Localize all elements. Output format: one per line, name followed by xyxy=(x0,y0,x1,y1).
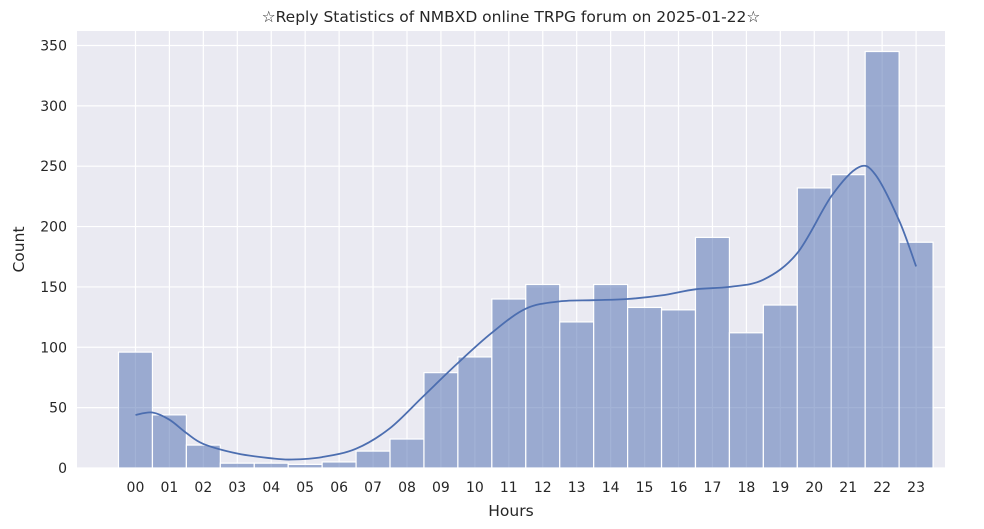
bar-04 xyxy=(253,462,289,469)
x-tick-label: 20 xyxy=(805,480,823,496)
y-tick-label: 50 xyxy=(49,401,67,417)
y-tick-labels: 0 50 100 150 200 250 300 350 xyxy=(40,38,67,477)
bar-01 xyxy=(151,414,187,469)
y-tick-label: 250 xyxy=(40,159,67,175)
x-tick-label: 04 xyxy=(262,480,280,496)
x-tick-label: 08 xyxy=(398,480,416,496)
bar-19 xyxy=(762,304,798,469)
x-tick-label: 17 xyxy=(704,480,722,496)
x-tick-label: 23 xyxy=(907,480,925,496)
kde-line xyxy=(135,164,917,461)
x-tick-label: 03 xyxy=(228,480,246,496)
bar-22 xyxy=(864,50,900,469)
bar-18 xyxy=(728,332,764,469)
bar-16 xyxy=(660,309,697,469)
x-tick-label: 00 xyxy=(127,480,145,496)
x-tick-label: 05 xyxy=(296,480,314,496)
bar-07 xyxy=(355,450,391,469)
y-tick-label: 200 xyxy=(40,220,67,236)
chart-title: ☆Reply Statistics of NMBXD online TRPG f… xyxy=(262,8,761,26)
x-tick-label: 12 xyxy=(534,480,552,496)
x-tick-label: 07 xyxy=(364,480,382,496)
x-tick-label: 13 xyxy=(568,480,586,496)
bar-02 xyxy=(185,444,221,469)
x-tick-label: 02 xyxy=(194,480,212,496)
x-tick-label: 01 xyxy=(160,480,178,496)
x-tick-label: 09 xyxy=(432,480,450,496)
bars xyxy=(117,50,934,469)
bar-03 xyxy=(219,462,255,469)
x-tick-label: 19 xyxy=(771,480,789,496)
bar-21 xyxy=(830,174,866,469)
x-tick-labels: 00 01 02 03 04 05 06 07 08 09 10 11 12 13 14 15 16 17 18 19… xyxy=(127,480,925,496)
y-tick-label: 300 xyxy=(40,99,67,115)
bar-06 xyxy=(321,461,357,469)
x-tick-label: 06 xyxy=(330,480,348,496)
y-tick-label: 350 xyxy=(40,38,67,54)
x-tick-label: 14 xyxy=(602,480,620,496)
bar-10 xyxy=(457,356,493,469)
bar-14 xyxy=(593,283,629,469)
bar-15 xyxy=(626,306,663,469)
bar-08 xyxy=(389,438,425,469)
x-tick-label: 15 xyxy=(636,480,654,496)
y-tick-label: 150 xyxy=(40,280,67,296)
y-tick-label: 100 xyxy=(40,340,67,356)
bar-09 xyxy=(423,372,459,469)
bar-00 xyxy=(117,351,154,469)
bar-05 xyxy=(287,463,323,469)
bar-20 xyxy=(796,187,832,469)
bar-23 xyxy=(898,241,934,469)
x-tick-label: 10 xyxy=(466,480,484,496)
bar-12 xyxy=(525,283,561,469)
bar-11 xyxy=(491,298,527,469)
x-tick-label: 16 xyxy=(670,480,688,496)
x-tick-label: 11 xyxy=(500,480,518,496)
y-tick-label: 0 xyxy=(58,461,67,477)
bar-17 xyxy=(694,236,731,469)
x-tick-label: 18 xyxy=(737,480,755,496)
x-tick-label: 21 xyxy=(839,480,857,496)
bar-13 xyxy=(559,321,595,469)
y-axis-label: Count xyxy=(10,226,28,272)
x-axis-label: Hours xyxy=(488,502,533,520)
x-tick-label: 22 xyxy=(873,480,891,496)
